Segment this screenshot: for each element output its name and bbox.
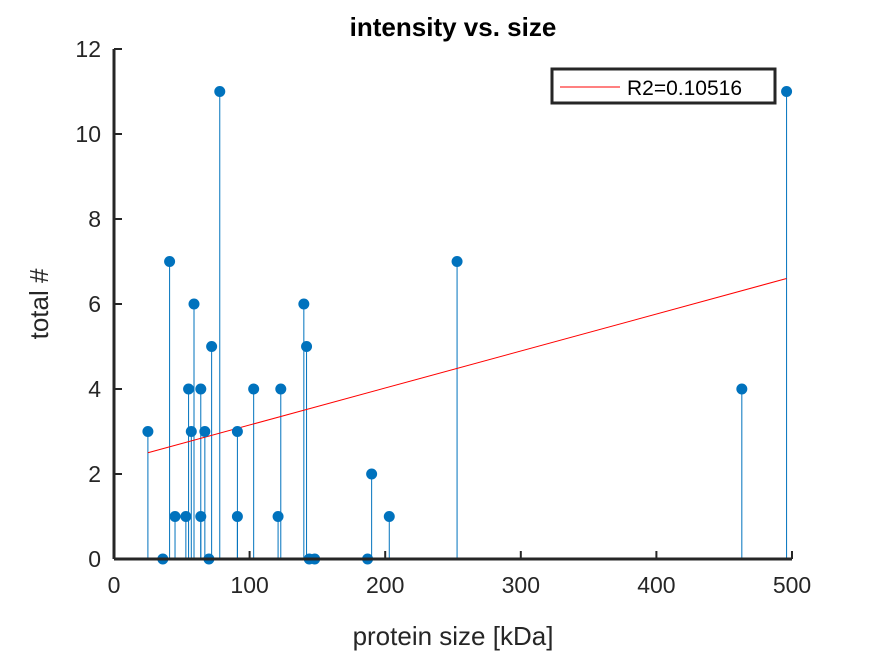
data-point <box>272 511 284 522</box>
data-point <box>164 256 176 267</box>
y-tick-label: 10 <box>75 121 101 147</box>
labels: intensity vs. size protein size [kDa] to… <box>24 12 556 651</box>
data-point <box>736 383 748 395</box>
data-point <box>195 511 207 522</box>
data-point <box>188 298 200 310</box>
y-tick-label: 2 <box>88 461 101 487</box>
y-tick-label: 0 <box>88 546 101 572</box>
x-tick-label: 0 <box>108 572 121 598</box>
legend-label: R2=0.10516 <box>627 77 742 100</box>
legend: R2=0.10516 <box>550 67 777 105</box>
y-tick-label: 4 <box>88 376 101 402</box>
data-point <box>142 426 154 437</box>
data-point <box>298 298 310 310</box>
x-tick-label: 300 <box>502 572 540 598</box>
x-tick-label: 500 <box>773 572 811 598</box>
data-point <box>180 511 192 522</box>
plot-background <box>114 49 792 559</box>
axes: 0 100 200 300 400 500 0 2 4 6 8 10 12 <box>75 36 811 598</box>
data-point <box>185 426 197 437</box>
fit-line <box>147 278 787 454</box>
x-tick-label: 100 <box>230 572 268 598</box>
data-point <box>195 383 207 395</box>
data-point <box>199 426 211 437</box>
data-point <box>781 86 793 97</box>
plot-area <box>114 49 792 559</box>
y-tick-label: 6 <box>88 291 101 317</box>
data-point <box>451 256 463 267</box>
data-point <box>206 341 218 352</box>
data-point <box>275 383 287 395</box>
fit-line-series <box>147 278 787 454</box>
stem-series <box>147 91 788 559</box>
y-tick-label: 8 <box>88 206 101 232</box>
data-point <box>169 511 181 522</box>
data-point <box>301 341 313 352</box>
y-tick-label: 12 <box>75 36 101 62</box>
data-point <box>383 511 395 522</box>
data-point <box>183 383 195 395</box>
legend-box <box>550 67 777 105</box>
x-tick-label: 400 <box>637 572 675 598</box>
data-point <box>231 511 243 522</box>
data-point <box>248 383 260 395</box>
data-point <box>214 86 226 97</box>
x-tick-label: 200 <box>366 572 404 598</box>
y-axis-label: total # <box>24 268 54 339</box>
data-point <box>231 426 243 437</box>
chart-title: intensity vs. size <box>350 12 557 42</box>
data-point <box>366 468 378 480</box>
x-axis-label: protein size [kDa] <box>353 621 554 651</box>
